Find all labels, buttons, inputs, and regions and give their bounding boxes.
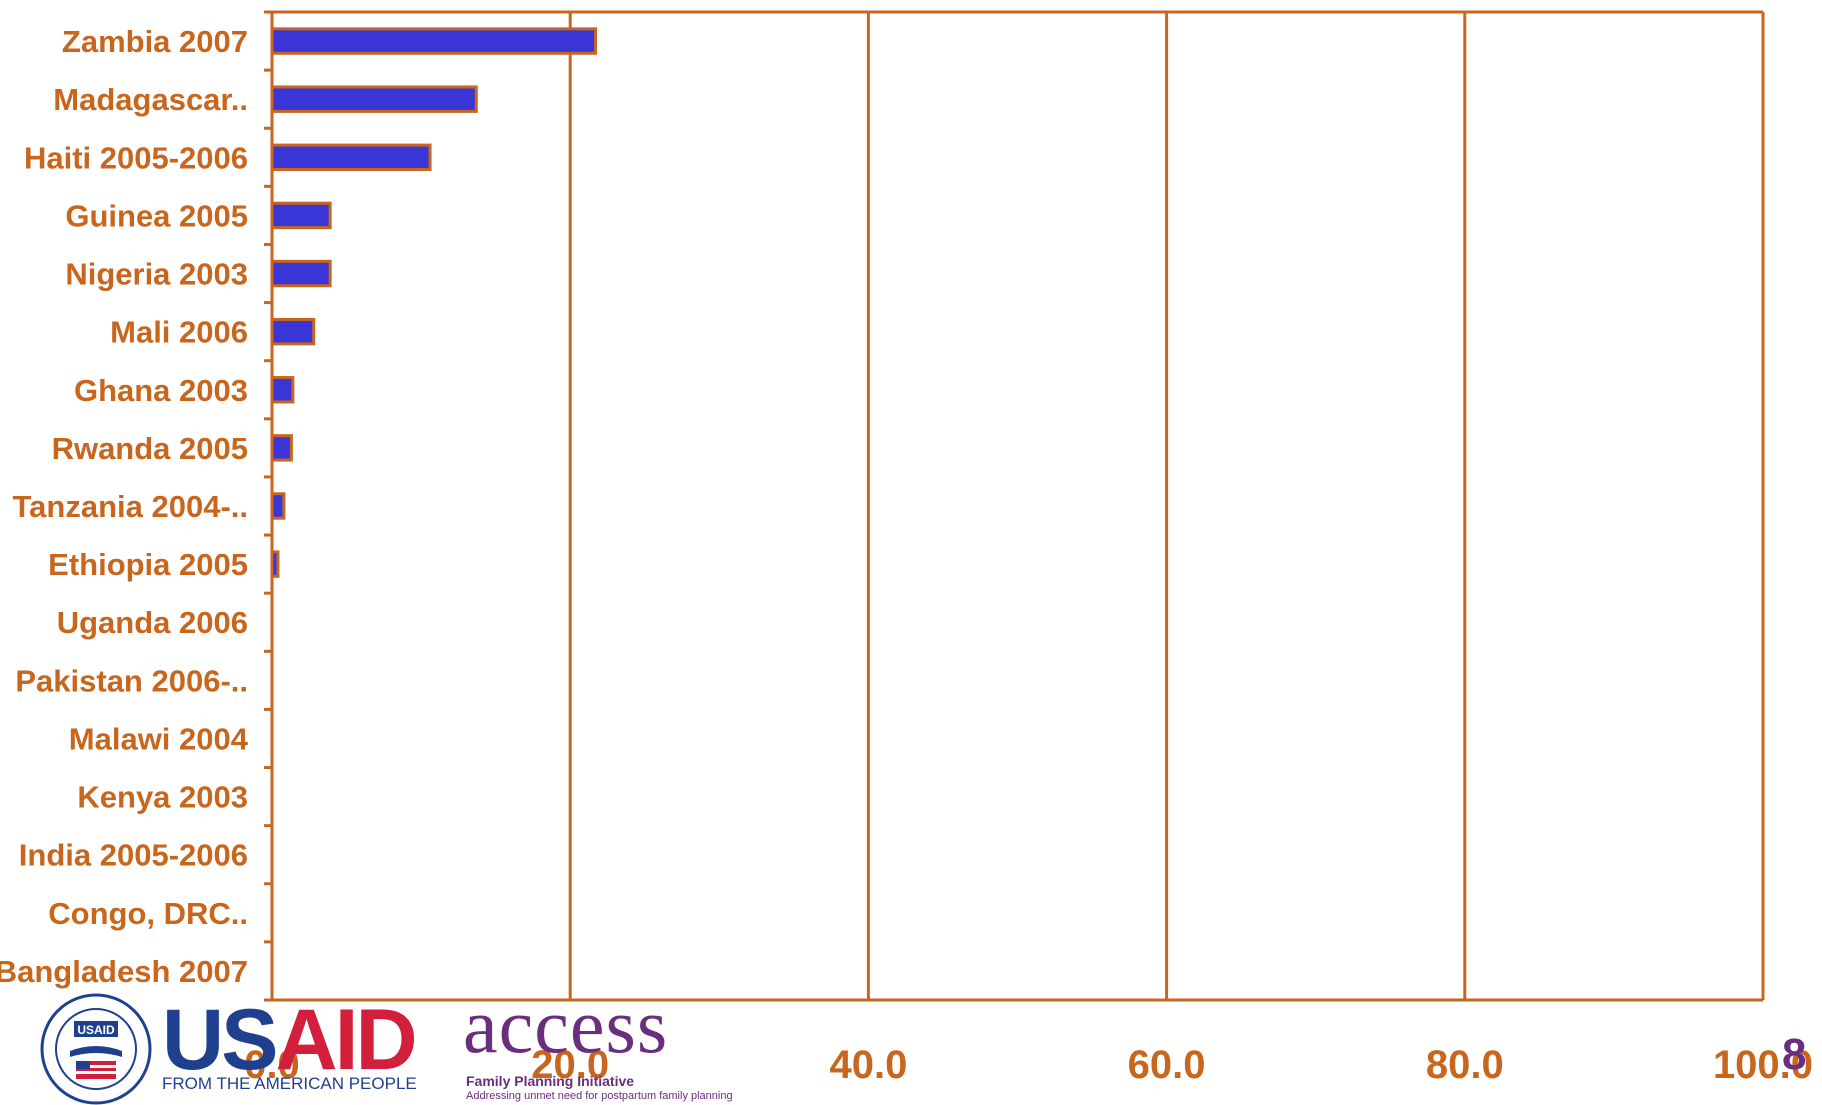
category-label: Bangladesh 2007: [0, 954, 248, 989]
access-subtitle: Family Planning Initiative: [466, 1073, 635, 1089]
bar: [270, 376, 295, 404]
bar: [270, 317, 316, 346]
access-logo-wordmark: access: [463, 982, 669, 1069]
bar: [270, 201, 332, 230]
bar: [270, 434, 293, 462]
bar: [270, 85, 478, 113]
category-label: Ghana 2003: [74, 373, 248, 408]
chart-bars: [270, 27, 598, 578]
usaid-aid: AID: [275, 992, 417, 1088]
category-label: Congo, DRC..: [48, 896, 248, 931]
x-tick-label: 40.0: [829, 1043, 907, 1087]
chart-gridlines: [568, 12, 1765, 1000]
category-label: Uganda 2006: [57, 605, 248, 640]
access-tagline: Addressing unmet need for postpartum fam…: [466, 1090, 733, 1102]
x-tick-label: 80.0: [1426, 1043, 1504, 1087]
chart-axes: [264, 10, 1763, 1002]
footer-logos: USAID USAID FROM THE AMERICAN PEOPLE acc…: [0, 982, 1822, 1105]
category-label: Zambia 2007: [62, 24, 248, 59]
category-label: Madagascar..: [53, 82, 248, 117]
category-label: Mali 2006: [110, 315, 248, 350]
category-label: Kenya 2003: [77, 780, 248, 815]
x-tick-label: 100.0: [1713, 1043, 1813, 1087]
usaid-us: US: [162, 992, 278, 1088]
x-tick-label: 20.0: [531, 1043, 609, 1087]
seal-label: USAID: [77, 1023, 115, 1037]
category-label: Pakistan 2006-..: [15, 663, 248, 698]
x-tick-label: 60.0: [1128, 1043, 1206, 1087]
bar: [270, 492, 286, 520]
category-label: Haiti 2005-2006: [24, 140, 248, 175]
category-label: India 2005-2006: [19, 838, 248, 873]
category-label: Rwanda 2005: [52, 431, 248, 466]
x-tick-label: 0.0: [244, 1043, 300, 1087]
category-label: Ethiopia 2005: [48, 547, 248, 582]
category-label: Tanzania 2004-..: [13, 489, 248, 524]
category-label: Malawi 2004: [69, 721, 249, 756]
x-tick-labels: 0.0 20.0 40.0 60.0 80.0 100.0: [244, 1043, 1813, 1087]
bar: [270, 259, 332, 288]
category-label: Nigeria 2003: [65, 257, 248, 292]
usaid-tagline: FROM THE AMERICAN PEOPLE: [162, 1074, 417, 1093]
bar: [270, 143, 432, 171]
category-label: Guinea 2005: [65, 198, 248, 233]
bar: [270, 27, 598, 55]
usaid-seal-icon: USAID: [40, 993, 152, 1105]
page-number: 8: [1782, 1030, 1807, 1079]
category-labels: Zambia 2007 Madagascar.. Haiti 2005-2006 Gu…: [0, 24, 249, 989]
usaid-logo-wordmark: USAID: [162, 997, 418, 1083]
